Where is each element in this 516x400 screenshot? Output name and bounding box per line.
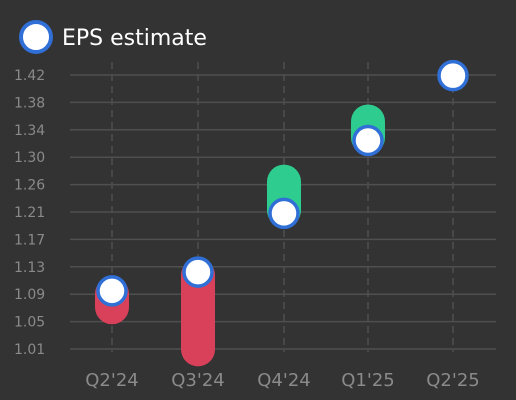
legend-marker-icon: [19, 20, 53, 54]
y-tick-label: 1.09: [14, 287, 45, 303]
x-tick-label: Q4'24: [257, 370, 310, 391]
estimate-markers: [96, 59, 469, 307]
y-tick-label: 1.42: [14, 68, 45, 84]
legend-label: EPS estimate: [62, 26, 207, 51]
y-axis-ticks: 1.01 1.05 1.09 1.13 1.17 1.21 1.26 1.30 1.34 1.38…: [14, 68, 45, 358]
y-tick-label: 1.30: [14, 150, 45, 166]
estimate-dot[interactable]: [182, 256, 214, 288]
estimate-dot[interactable]: [96, 275, 128, 307]
x-tick-label: Q2'24: [85, 370, 138, 391]
x-tick-label: Q2'25: [426, 370, 479, 391]
x-axis-ticks: Q2'24 Q3'24 Q4'24 Q1'25 Q2'25: [85, 370, 479, 391]
estimate-dot[interactable]: [268, 197, 300, 230]
bars: [95, 104, 385, 367]
y-tick-label: 1.34: [14, 123, 45, 139]
y-tick-label: 1.26: [14, 178, 45, 194]
x-tick-label: Q3'24: [171, 370, 224, 391]
x-tick-label: Q1'25: [341, 370, 394, 391]
y-tick-label: 1.17: [14, 232, 45, 248]
y-tick-label: 1.13: [14, 260, 45, 276]
y-tick-label: 1.05: [14, 315, 45, 331]
y-tick-label: 1.21: [14, 205, 45, 221]
estimate-dot[interactable]: [352, 124, 384, 157]
legend[interactable]: EPS estimate: [19, 20, 207, 54]
estimate-dot[interactable]: [437, 59, 469, 92]
y-tick-label: 1.01: [14, 342, 45, 358]
y-tick-label: 1.38: [14, 95, 45, 111]
